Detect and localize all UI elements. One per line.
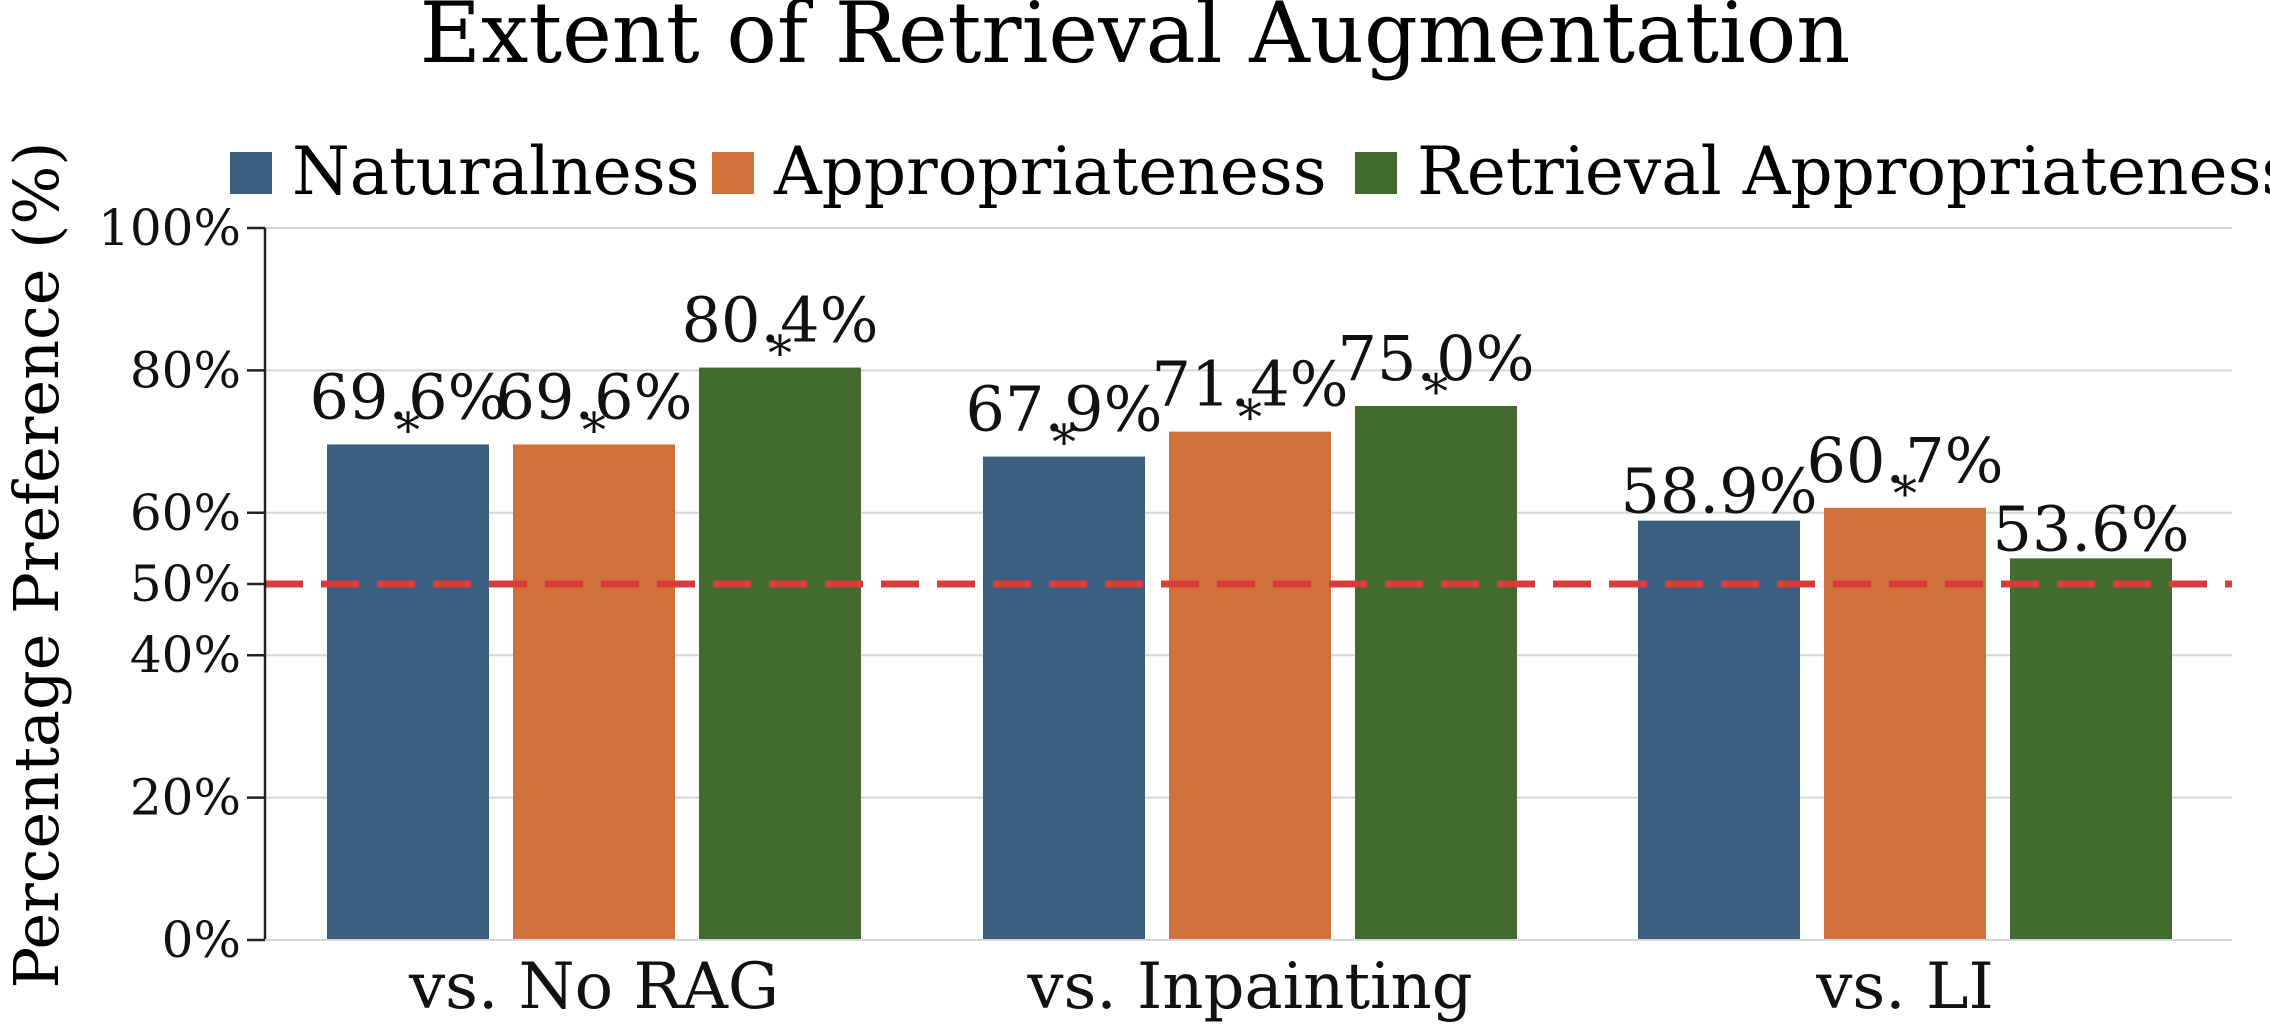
y-tick-label: 80%	[130, 341, 241, 399]
bar	[2010, 558, 2172, 940]
y-tick-label: 20%	[130, 769, 241, 827]
data-label: 58.9%	[1621, 455, 1818, 528]
legend-label-naturalness: Naturalness	[292, 133, 699, 210]
legend-swatch-retrieval-appropriateness	[1355, 152, 1397, 194]
data-label: 75.0%	[1338, 322, 1535, 395]
data-labels: *69.6% *69.6%*80.4%*67.9% *71.4% *75.0%58.9…	[310, 284, 2190, 566]
bar	[1638, 520, 1800, 940]
y-tick-label: 0%	[162, 911, 241, 969]
data-label: 71.4%	[1152, 348, 1349, 421]
y-tick-label: 100%	[98, 199, 241, 257]
chart-title: Extent of Retrieval Augmentation	[420, 0, 1851, 82]
legend-swatch-appropriateness	[712, 152, 754, 194]
data-label: 53.6%	[1993, 492, 2190, 565]
data-label: 60.7%	[1807, 424, 2004, 497]
significance-marker: *	[768, 326, 792, 382]
significance-marker: *	[1052, 415, 1076, 471]
data-label: 67.9%	[966, 373, 1163, 446]
y-tick-label: 60%	[130, 484, 241, 542]
significance-marker: *	[1424, 364, 1448, 420]
data-label: 69.6%	[310, 360, 507, 433]
y-tick-label: 50%	[130, 555, 241, 613]
legend-label-appropriateness: Appropriateness	[773, 133, 1327, 210]
x-tick-label: vs. LI	[1815, 950, 1993, 1024]
significance-marker: *	[1893, 466, 1917, 522]
y-axis-label: Percentage Preference (%)	[0, 142, 73, 989]
significance-marker: *	[582, 402, 606, 458]
bar	[699, 367, 861, 940]
significance-marker: *	[396, 402, 420, 458]
bar	[1824, 507, 1986, 940]
bar	[1355, 406, 1517, 940]
significance-marker: *	[1238, 390, 1262, 446]
bar	[1169, 431, 1331, 940]
bar	[327, 444, 489, 940]
data-label: 80.4%	[682, 284, 879, 357]
legend-swatch-naturalness	[230, 152, 272, 194]
x-tick-label: vs. Inpainting	[1026, 950, 1472, 1024]
bar	[513, 444, 675, 940]
bars	[327, 367, 2172, 940]
axes: 0% 20% 40% 50% 60% 80% 100% vs. No RAG vs. Inpai…	[98, 199, 2232, 1024]
legend-label-retrieval-appropriateness: Retrieval Appropriateness	[1417, 133, 2270, 210]
data-label: 69.6%	[496, 360, 693, 433]
x-tick-label: vs. No RAG	[408, 950, 779, 1024]
y-tick-label: 40%	[130, 626, 241, 684]
legend: Naturalness Appropriateness Retrieval Ap…	[230, 133, 2270, 210]
bar	[983, 456, 1145, 940]
